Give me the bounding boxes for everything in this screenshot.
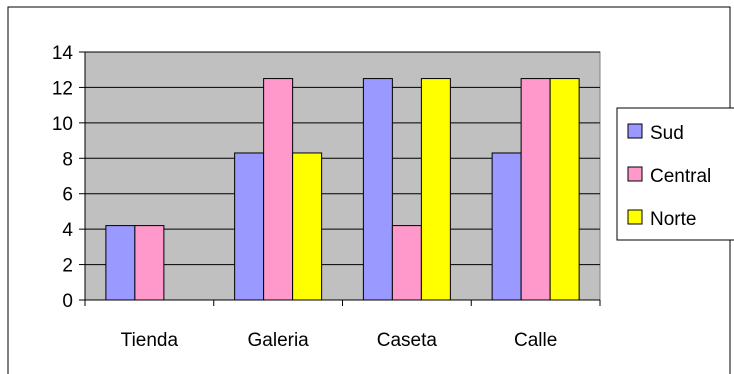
legend-label-sud: Sud	[650, 123, 684, 144]
bar-sud-galeria	[234, 152, 265, 301]
bar-sud-tienda	[105, 225, 136, 301]
bar-central-calle	[520, 78, 551, 301]
bar-sud-caseta	[362, 78, 393, 301]
y-tick-label: 12	[52, 78, 73, 99]
y-tick-label: 2	[62, 256, 73, 277]
y-tick-label: 4	[62, 220, 73, 241]
legend-label-central: Central	[650, 166, 711, 187]
y-tick-label: 10	[52, 114, 73, 135]
x-tick-label: Tienda	[121, 330, 179, 351]
bar-central-galeria	[263, 78, 294, 301]
x-tick-label: Caseta	[377, 330, 438, 351]
y-tick-label: 8	[62, 149, 73, 170]
bar-central-caseta	[391, 225, 422, 301]
legend-swatch-norte	[627, 209, 643, 225]
bar-central-tienda	[134, 225, 165, 301]
y-tick-label: 0	[62, 291, 73, 312]
y-tick-label: 6	[62, 185, 73, 206]
bar-sud-calle	[491, 152, 522, 301]
bar-norte-galeria	[292, 152, 323, 301]
x-tick-label: Galeria	[248, 330, 310, 351]
legend-swatch-sud	[627, 123, 643, 139]
bar-norte-caseta	[420, 78, 451, 301]
legend-swatch-central	[627, 166, 643, 182]
bar-norte-calle	[549, 78, 580, 301]
y-tick-label: 14	[52, 43, 74, 64]
x-tick-label: Calle	[514, 330, 557, 351]
legend-label-norte: Norte	[650, 209, 696, 230]
